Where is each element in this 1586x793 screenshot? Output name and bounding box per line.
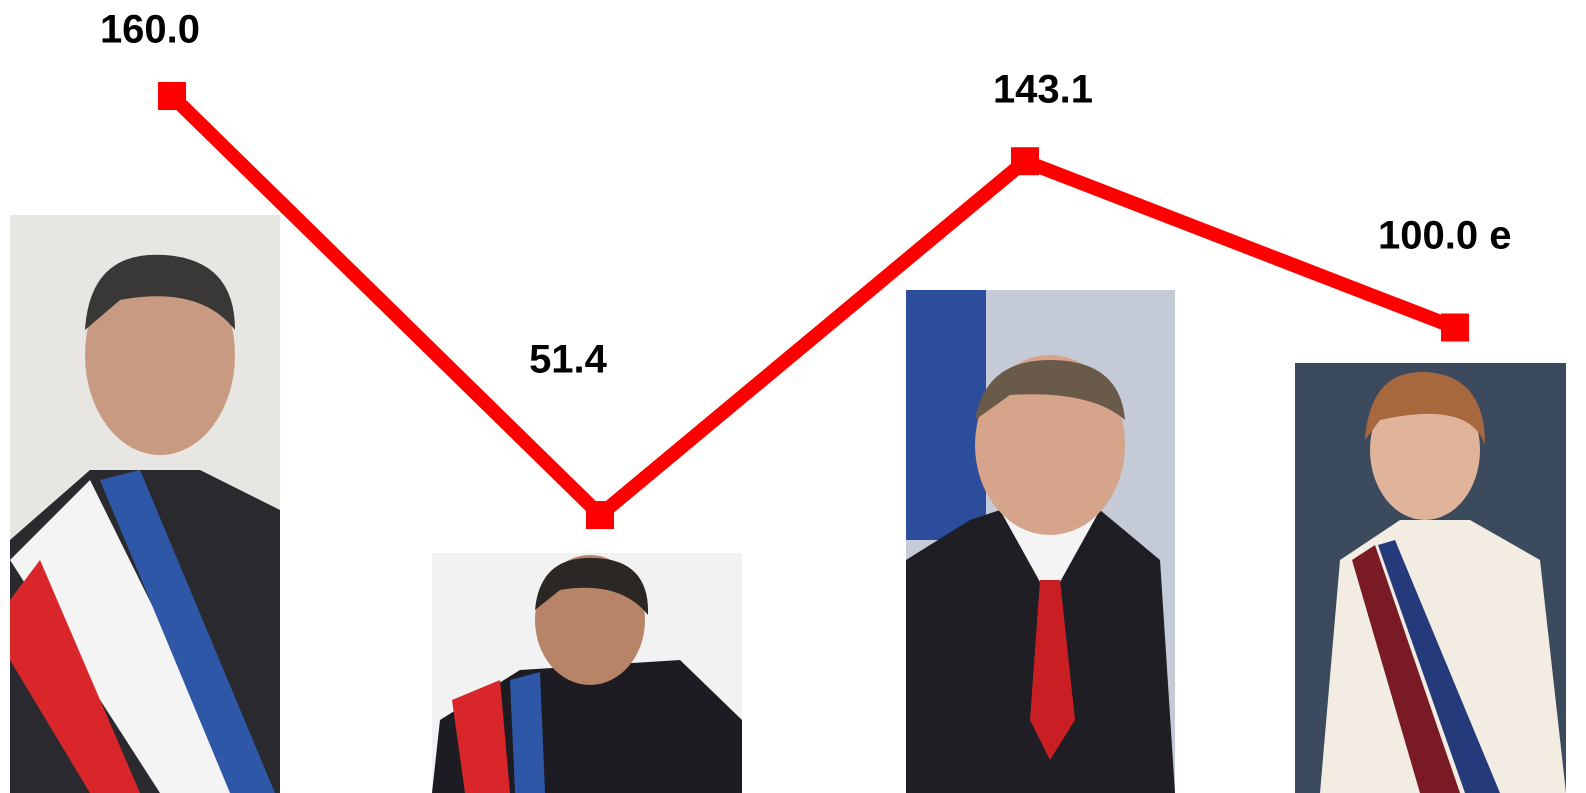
value-label: 143.1 xyxy=(993,68,1093,112)
chart: 160.0 51.4 143.1 100.0 e xyxy=(0,0,1586,793)
photo xyxy=(432,553,742,793)
photo xyxy=(906,290,1175,793)
point xyxy=(1011,147,1039,175)
value-label: 100.0 e xyxy=(1378,214,1511,258)
point xyxy=(586,501,614,529)
value-label: 51.4 xyxy=(529,338,608,382)
photo xyxy=(10,215,280,793)
point xyxy=(158,82,186,110)
photo xyxy=(1295,363,1566,793)
value-label: 160.0 xyxy=(100,8,200,52)
point xyxy=(1441,313,1469,341)
line xyxy=(172,96,1455,515)
